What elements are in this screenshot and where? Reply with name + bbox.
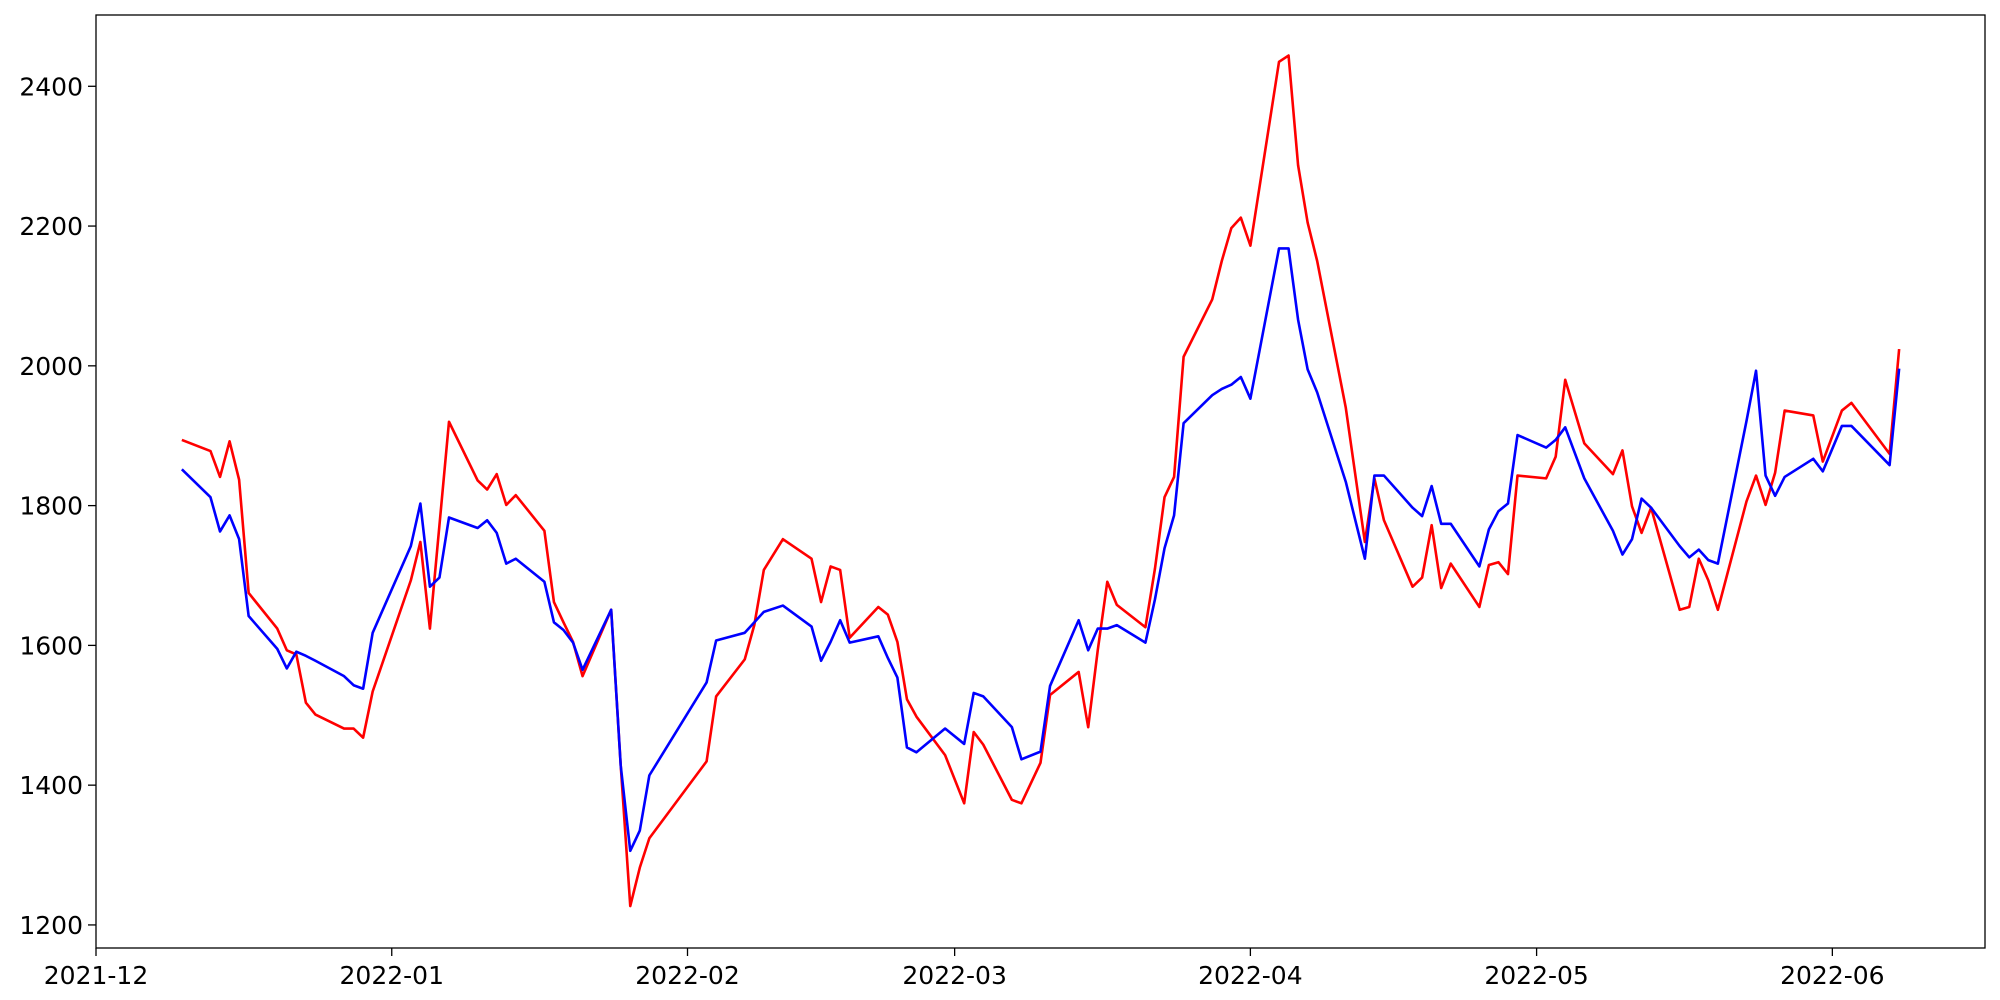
y-tick-label: 1200 [19, 911, 83, 940]
y-tick-label: 2200 [19, 212, 83, 241]
x-tick-label: 2021-12 [44, 961, 148, 990]
x-tick-label: 2022-04 [1198, 961, 1302, 990]
y-tick-label: 1800 [19, 492, 83, 521]
x-tick-label: 2022-03 [902, 961, 1006, 990]
x-tick-label: 2022-06 [1780, 961, 1884, 990]
series-line [181, 54, 1901, 908]
x-tick-label: 2022-05 [1484, 961, 1588, 990]
plot-frame [95, 14, 1986, 949]
y-tick-label: 2400 [19, 72, 83, 101]
y-tick-label: 1600 [19, 631, 83, 660]
y-tick-label: 1400 [19, 771, 83, 800]
x-tick-label: 2022-02 [635, 961, 739, 990]
y-tick-label: 2000 [19, 352, 83, 381]
series-line [180, 247, 1901, 853]
x-tick-label: 2022-01 [340, 961, 444, 990]
